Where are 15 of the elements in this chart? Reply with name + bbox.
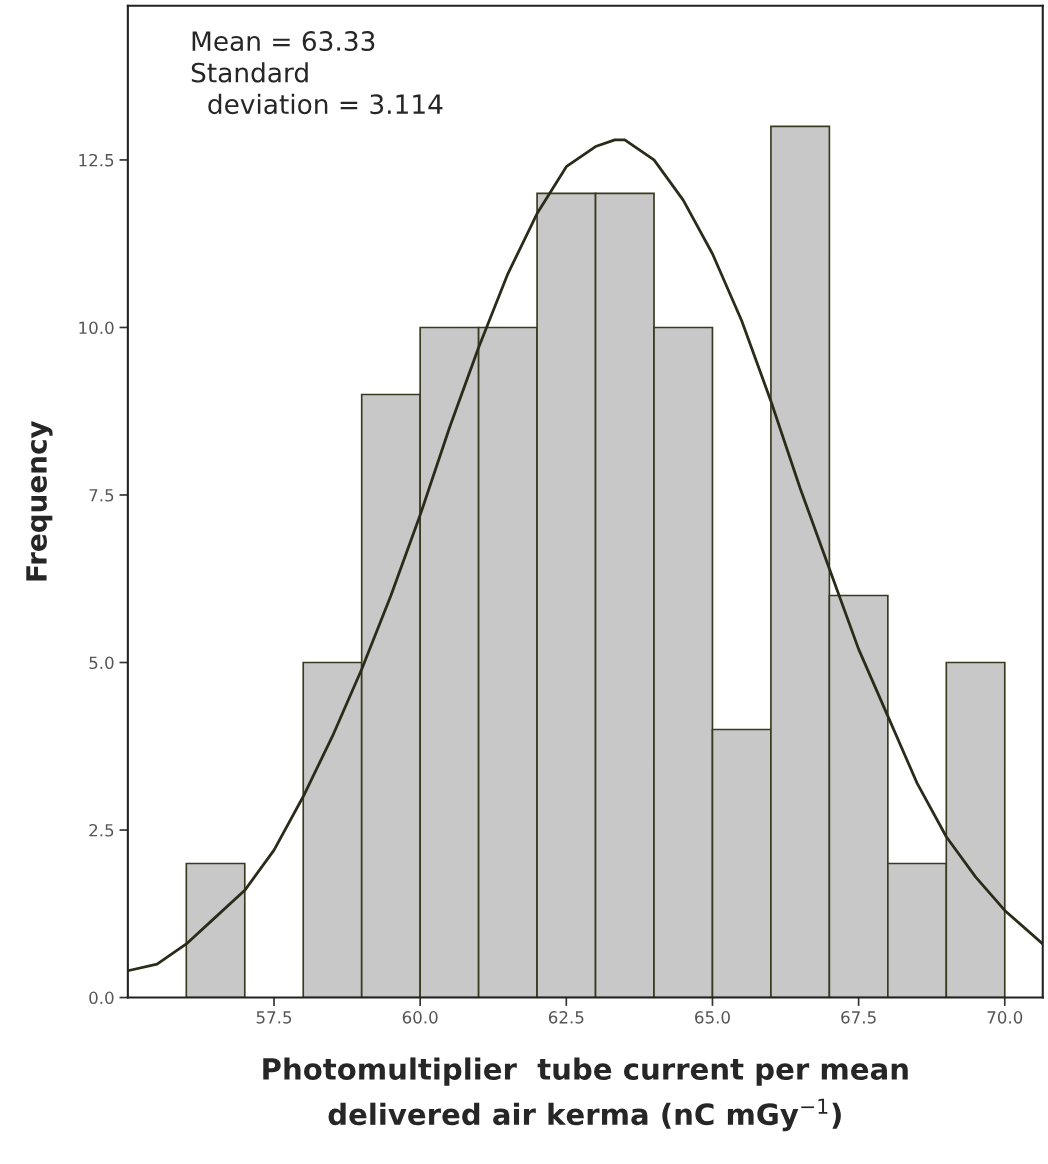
y-tick-label: 7.5 (89, 489, 114, 502)
x-tick-label: 62.5 (548, 1011, 584, 1024)
y-tick-label: 2.5 (89, 823, 114, 837)
x-tick-label: 57.5 (256, 1011, 292, 1024)
x-tick-label: 60.0 (402, 1011, 438, 1024)
x-tick-label: 70.0 (987, 1011, 1023, 1024)
y-tick-label: 12.5 (79, 153, 114, 167)
y-tick-label: 5.0 (89, 656, 114, 670)
y-tick-label: 10.0 (79, 321, 114, 335)
y-axis-title: Frequency (26, 420, 53, 581)
annotation: Mean = 63.33 Standard deviation = 3.114 (191, 31, 443, 115)
y-tick-label: 0.0 (89, 991, 114, 1005)
x-tick-label: 67.5 (841, 1011, 876, 1024)
x-tick-label: 65.0 (695, 1011, 730, 1024)
x-axis-title: Photomultiplier tube current per mean delivered air kerma (nC mGy$^{−1}$) (263, 1057, 908, 1132)
